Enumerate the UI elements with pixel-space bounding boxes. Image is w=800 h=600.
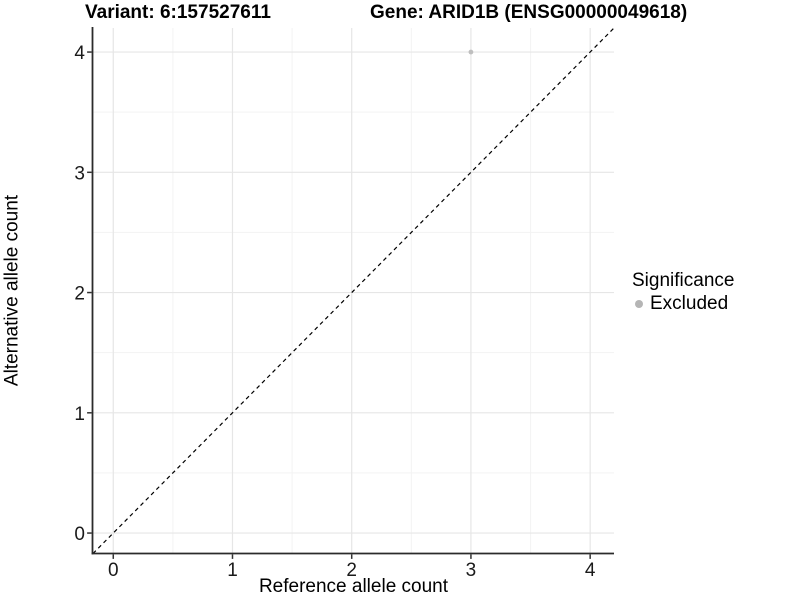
legend-point-icon xyxy=(635,300,643,308)
legend-title: Significance xyxy=(632,270,735,291)
x-tick-label: 4 xyxy=(585,560,596,581)
x-axis-title: Reference allele count xyxy=(258,576,449,597)
identity-reference-line xyxy=(92,27,615,554)
legend-entry-excluded: Excluded xyxy=(632,293,734,315)
y-axis-title: Alternative allele count xyxy=(1,194,23,387)
data-point xyxy=(468,49,474,55)
y-tick-label: 1 xyxy=(74,404,85,425)
legend: Significance Excluded xyxy=(632,270,734,315)
legend-entry-label: Excluded xyxy=(650,293,729,314)
x-tick-label: 2 xyxy=(346,560,357,581)
plot-title-variant: Variant: 6:157527611 xyxy=(85,2,271,23)
y-tick-label: 2 xyxy=(74,284,85,305)
x-tick-label: 3 xyxy=(466,560,477,581)
y-tick-label: 4 xyxy=(74,43,85,64)
x-tick-label: 1 xyxy=(227,560,238,581)
y-tick-label: 3 xyxy=(74,163,85,184)
y-tick-label: 0 xyxy=(74,524,85,545)
plot-title-gene: Gene: ARID1B (ENSG00000049618) xyxy=(370,2,688,23)
x-tick-label: 0 xyxy=(108,560,119,581)
